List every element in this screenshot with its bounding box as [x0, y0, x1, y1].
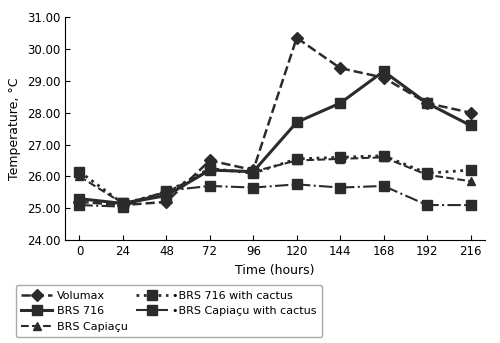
X-axis label: Time (hours): Time (hours)	[236, 263, 315, 276]
Y-axis label: Temperature, °C: Temperature, °C	[8, 78, 21, 180]
Legend: Volumax, BRS 716, BRS Capiaçu, •BRS 716 with cactus, •BRS Capiaçu with cactus: Volumax, BRS 716, BRS Capiaçu, •BRS 716 …	[16, 285, 322, 338]
